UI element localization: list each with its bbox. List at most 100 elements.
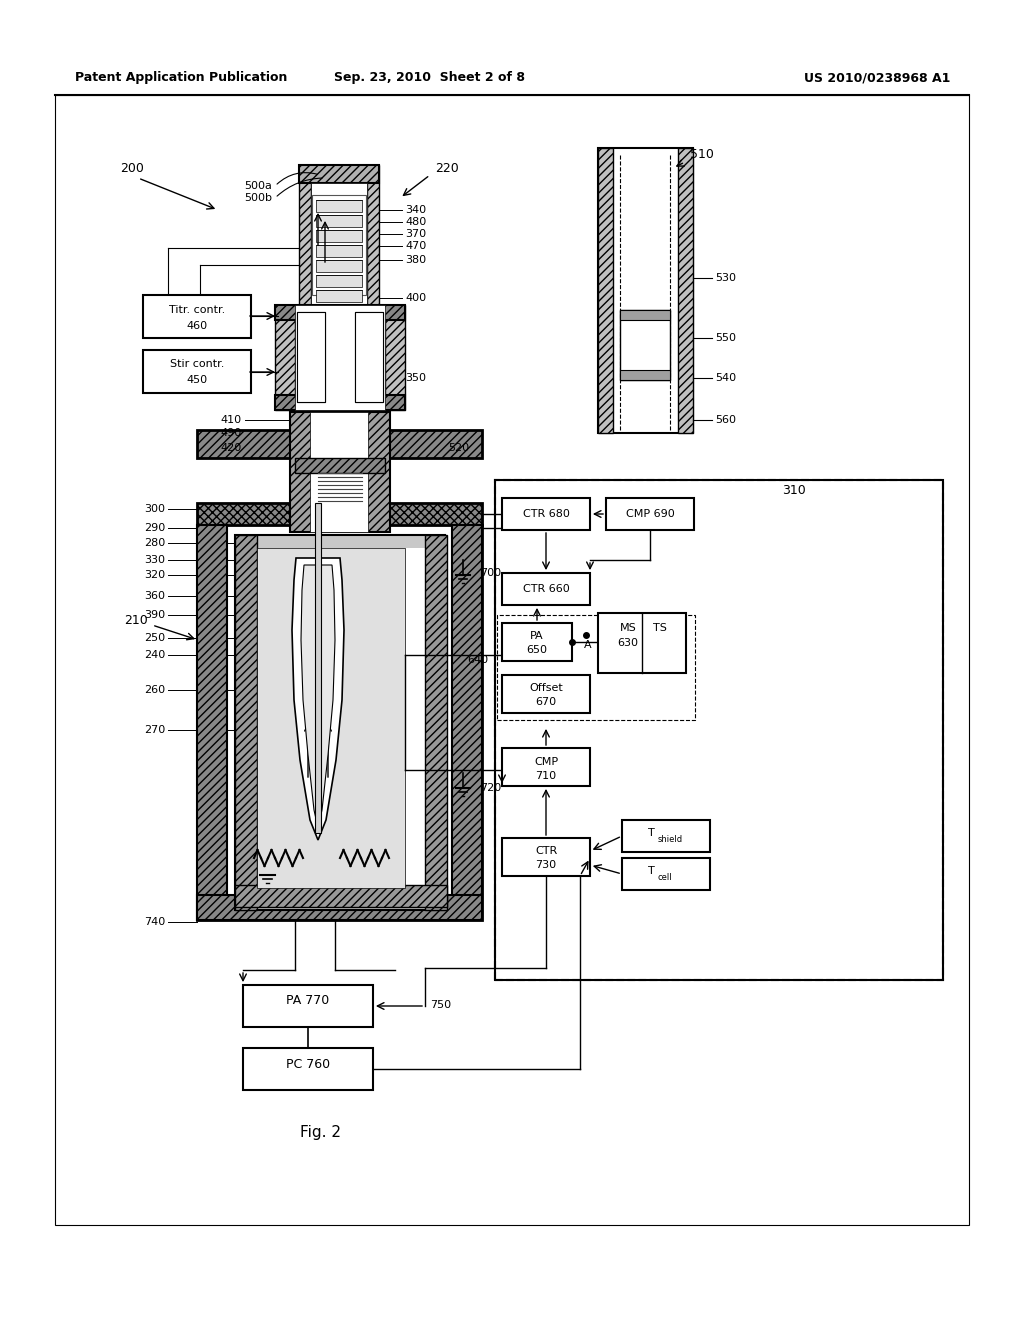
Bar	[502, 675, 590, 713]
Text: PA 770: PA 770	[287, 994, 330, 1007]
Bar	[55, 95, 969, 1225]
Bar	[497, 615, 695, 719]
Bar	[234, 535, 445, 909]
Bar	[316, 230, 362, 242]
Text: 740: 740	[143, 917, 165, 927]
Bar	[297, 312, 325, 403]
Bar	[502, 838, 590, 876]
Text: Stir contr.: Stir contr.	[170, 359, 224, 370]
Text: Fig. 2: Fig. 2	[299, 1125, 341, 1139]
Bar	[248, 548, 430, 900]
Bar	[620, 370, 670, 380]
Text: 540: 540	[715, 374, 736, 383]
Text: 320: 320	[144, 570, 165, 579]
Text: 310: 310	[782, 483, 806, 496]
Text: 700: 700	[480, 568, 501, 578]
Polygon shape	[301, 565, 335, 828]
Bar	[295, 305, 385, 411]
Bar	[622, 858, 710, 890]
Text: Offset: Offset	[529, 682, 563, 693]
Text: CTR 660: CTR 660	[522, 583, 569, 594]
Bar	[299, 165, 311, 506]
Text: 420: 420	[221, 444, 242, 453]
Text: 670: 670	[536, 697, 557, 708]
Text: 460: 460	[186, 321, 208, 331]
Text: 370: 370	[406, 228, 426, 239]
Bar	[502, 623, 572, 661]
Text: 550: 550	[715, 333, 736, 343]
Text: 360: 360	[144, 591, 165, 601]
Text: cell: cell	[658, 874, 673, 883]
Bar	[290, 412, 390, 532]
Text: 400: 400	[406, 293, 426, 304]
Bar	[495, 480, 943, 979]
Bar	[143, 294, 251, 338]
Bar	[316, 290, 362, 302]
Text: 520: 520	[449, 444, 469, 453]
Bar	[316, 215, 362, 227]
Bar	[312, 195, 366, 294]
Bar	[425, 535, 447, 909]
Bar	[502, 573, 590, 605]
Bar	[299, 165, 379, 183]
Text: 380: 380	[406, 255, 426, 265]
Bar	[622, 820, 710, 851]
Text: US 2010/0238968 A1: US 2010/0238968 A1	[804, 71, 950, 84]
Bar	[678, 148, 693, 433]
Bar	[243, 1048, 373, 1090]
Text: PA: PA	[530, 631, 544, 642]
Text: 480: 480	[406, 216, 426, 227]
Bar	[311, 183, 367, 313]
Bar	[243, 985, 373, 1027]
Bar	[316, 201, 362, 213]
Text: 390: 390	[144, 610, 165, 620]
Bar	[197, 895, 482, 920]
Bar	[297, 312, 325, 403]
Text: 510: 510	[690, 149, 714, 161]
Text: 640: 640	[467, 655, 488, 665]
Text: 720: 720	[480, 783, 502, 793]
Text: PC 760: PC 760	[286, 1057, 330, 1071]
Text: 280: 280	[143, 539, 165, 548]
Text: 410: 410	[221, 414, 242, 425]
Text: CMP 690: CMP 690	[626, 510, 675, 519]
Text: 500b: 500b	[244, 193, 272, 203]
Bar	[295, 458, 385, 473]
Text: 530: 530	[715, 273, 736, 282]
Text: 490: 490	[221, 428, 242, 438]
Text: 750: 750	[430, 1001, 452, 1010]
Bar	[316, 260, 362, 272]
Text: 730: 730	[536, 861, 557, 870]
Bar	[197, 503, 482, 525]
Bar	[234, 884, 447, 907]
Text: 350: 350	[406, 374, 426, 383]
Text: 290: 290	[143, 523, 165, 533]
Text: 300: 300	[144, 504, 165, 513]
Text: 270: 270	[143, 725, 165, 735]
Text: 260: 260	[144, 685, 165, 696]
Text: TS: TS	[653, 623, 667, 634]
Text: Sep. 23, 2010  Sheet 2 of 8: Sep. 23, 2010 Sheet 2 of 8	[335, 71, 525, 84]
Text: 560: 560	[715, 414, 736, 425]
Bar	[355, 312, 383, 403]
Bar	[143, 350, 251, 393]
Text: 470: 470	[406, 242, 426, 251]
Bar	[495, 480, 943, 979]
Text: 500a: 500a	[244, 181, 272, 191]
Bar	[227, 525, 452, 920]
Bar	[197, 430, 482, 458]
Text: CTR 680: CTR 680	[522, 510, 569, 519]
Text: 650: 650	[526, 645, 548, 655]
Bar	[316, 275, 362, 286]
Text: T: T	[648, 866, 654, 876]
Text: 450: 450	[186, 375, 208, 385]
Bar	[197, 525, 227, 920]
Text: T: T	[648, 828, 654, 838]
Bar	[257, 548, 406, 888]
Bar	[275, 305, 406, 319]
Text: 710: 710	[536, 771, 557, 781]
Bar	[310, 412, 368, 532]
Polygon shape	[292, 558, 344, 840]
Text: 630: 630	[617, 638, 639, 648]
Bar	[620, 310, 670, 380]
